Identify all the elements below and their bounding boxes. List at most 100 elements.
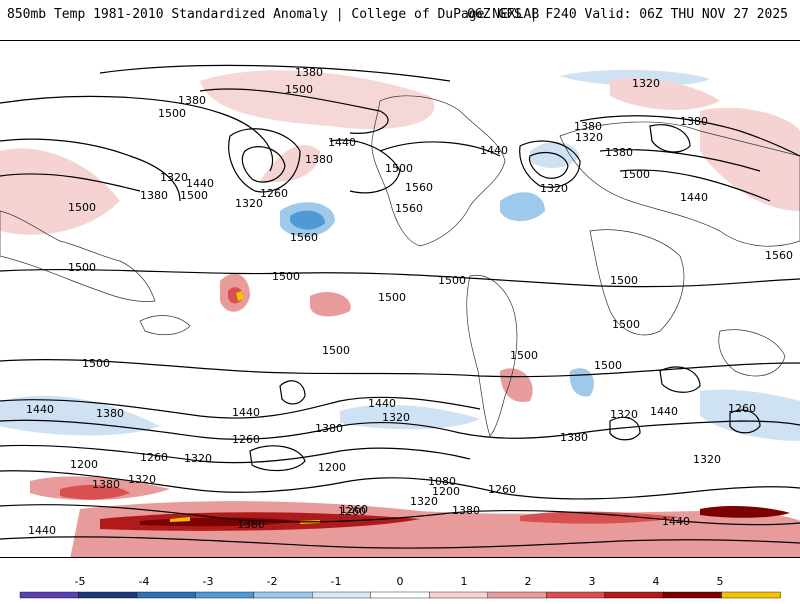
contour-label: 1320: [693, 453, 721, 466]
contour-label: 1380: [178, 94, 206, 107]
legend-tick-label: 1: [461, 575, 468, 588]
contour-label: 1380: [574, 120, 602, 133]
height-contours: [0, 64, 800, 549]
legend-tick-label: -5: [75, 575, 86, 588]
contour-label: 1500: [272, 270, 300, 283]
contour-label: 1260: [728, 402, 756, 415]
contour-label: 1500: [438, 274, 466, 287]
contour-label: 1380: [140, 189, 168, 202]
anomaly-map: 1380 1500 1380 1500 1440 1380 1260 1320 …: [0, 40, 800, 558]
contour-label: 1500: [510, 349, 538, 362]
legend-color-swatch: [195, 591, 255, 599]
contour-label: 1380: [295, 66, 323, 79]
contour-label: 1440: [368, 397, 396, 410]
contour-label: 1440: [662, 515, 690, 528]
contour-label: 1500: [68, 201, 96, 214]
contour-label: 1080: [428, 475, 456, 488]
contour-label: 1560: [405, 181, 433, 194]
color-legend: -5 -4 -3 -2 -1 0 1 2 3 4 5: [0, 570, 800, 600]
contour-label: 1500: [612, 318, 640, 331]
contour-label: 1260: [338, 505, 366, 518]
contour-label: 1380: [680, 115, 708, 128]
legend-tick-label: -3: [203, 575, 214, 588]
legend-color-swatch: [721, 591, 781, 599]
contour-label: 1200: [318, 461, 346, 474]
contour-label: 1440: [680, 191, 708, 204]
contour-label: 1440: [186, 177, 214, 190]
legend-tick-label: -1: [331, 575, 342, 588]
legend-color-swatch: [78, 591, 138, 599]
contour-label: 1560: [290, 231, 318, 244]
contour-label: 1560: [765, 249, 793, 262]
legend-color-swatch: [604, 591, 664, 599]
contour-label: 1380: [237, 518, 265, 531]
contour-label: 1260: [140, 451, 168, 464]
coastlines: [0, 95, 800, 437]
anomaly-shading: [0, 41, 800, 557]
contour-label: 1260: [340, 503, 368, 516]
contour-label: 1500: [622, 168, 650, 181]
contour-label: 1260: [260, 187, 288, 200]
contour-label: 1380: [96, 407, 124, 420]
contour-label: 1500: [594, 359, 622, 372]
contour-label: 1200: [70, 458, 98, 471]
contour-label: 1500: [378, 291, 406, 304]
contour-label: 1500: [180, 189, 208, 202]
legend-color-swatch: [253, 591, 314, 599]
contour-label: 1320: [160, 171, 188, 184]
contour-label: 1560: [395, 202, 423, 215]
contour-label: 1500: [285, 83, 313, 96]
legend-color-swatch: [136, 591, 197, 599]
contour-label: 1200: [432, 485, 460, 498]
legend-tick-label: 0: [397, 575, 404, 588]
contour-label: 1380: [305, 153, 333, 166]
contour-label: 1320: [575, 131, 603, 144]
contour-label: 1440: [480, 144, 508, 157]
contour-label: 1440: [328, 136, 356, 149]
contour-label: 1500: [322, 344, 350, 357]
legend-tick-label: 3: [589, 575, 596, 588]
contour-label: 1320: [184, 452, 212, 465]
contour-label: 1380: [315, 422, 343, 435]
contour-label: 1320: [382, 411, 410, 424]
contour-label: 1320: [540, 182, 568, 195]
contour-label: 1440: [232, 406, 260, 419]
contour-label: 1380: [452, 504, 480, 517]
contour-labels: 1380 1500 1380 1500 1440 1380 1260 1320 …: [26, 66, 793, 537]
contour-label: 1500: [82, 357, 110, 370]
contour-label: 1500: [610, 274, 638, 287]
contour-label: 1260: [488, 483, 516, 496]
contour-label: 1440: [28, 524, 56, 537]
contour-label: 1320: [235, 197, 263, 210]
legend-ticks: -5 -4 -3 -2 -1 0 1 2 3 4 5: [75, 575, 724, 588]
legend-tick-label: -4: [139, 575, 150, 588]
legend-color-swatch: [487, 591, 547, 599]
run-info: 06Z GFS | F240 Valid: 06Z THU NOV 27 202…: [467, 7, 788, 22]
legend-tick-label: -2: [267, 575, 278, 588]
contour-label: 1320: [610, 408, 638, 421]
contour-label: 1500: [385, 162, 413, 175]
contour-label: 1380: [92, 478, 120, 491]
legend-color-bar: [19, 591, 781, 599]
contour-label: 1380: [605, 146, 633, 159]
legend-color-swatch: [429, 591, 489, 599]
legend-color-swatch: [370, 591, 430, 599]
legend-svg: -5 -4 -3 -2 -1 0 1 2 3 4 5: [19, 575, 781, 599]
contour-label: 1500: [158, 107, 186, 120]
contour-label: 1440: [26, 403, 54, 416]
contour-label: 1380: [560, 431, 588, 444]
legend-color-swatch: [19, 591, 80, 599]
contour-label: 1320: [632, 77, 660, 90]
legend-color-swatch: [662, 591, 723, 599]
contour-label: 1320: [128, 473, 156, 486]
map-title: 850mb Temp 1981-2010 Standardized Anomal…: [7, 7, 540, 22]
header-bar: 850mb Temp 1981-2010 Standardized Anomal…: [0, 0, 800, 30]
map-canvas: 1380 1500 1380 1500 1440 1380 1260 1320 …: [0, 41, 800, 557]
legend-color-swatch: [312, 591, 372, 599]
legend-tick-label: 5: [717, 575, 724, 588]
legend-tick-label: 2: [525, 575, 532, 588]
contour-label: 1260: [232, 433, 260, 446]
legend-color-swatch: [545, 591, 606, 599]
contour-label: 1440: [650, 405, 678, 418]
contour-label: 1500: [68, 261, 96, 274]
